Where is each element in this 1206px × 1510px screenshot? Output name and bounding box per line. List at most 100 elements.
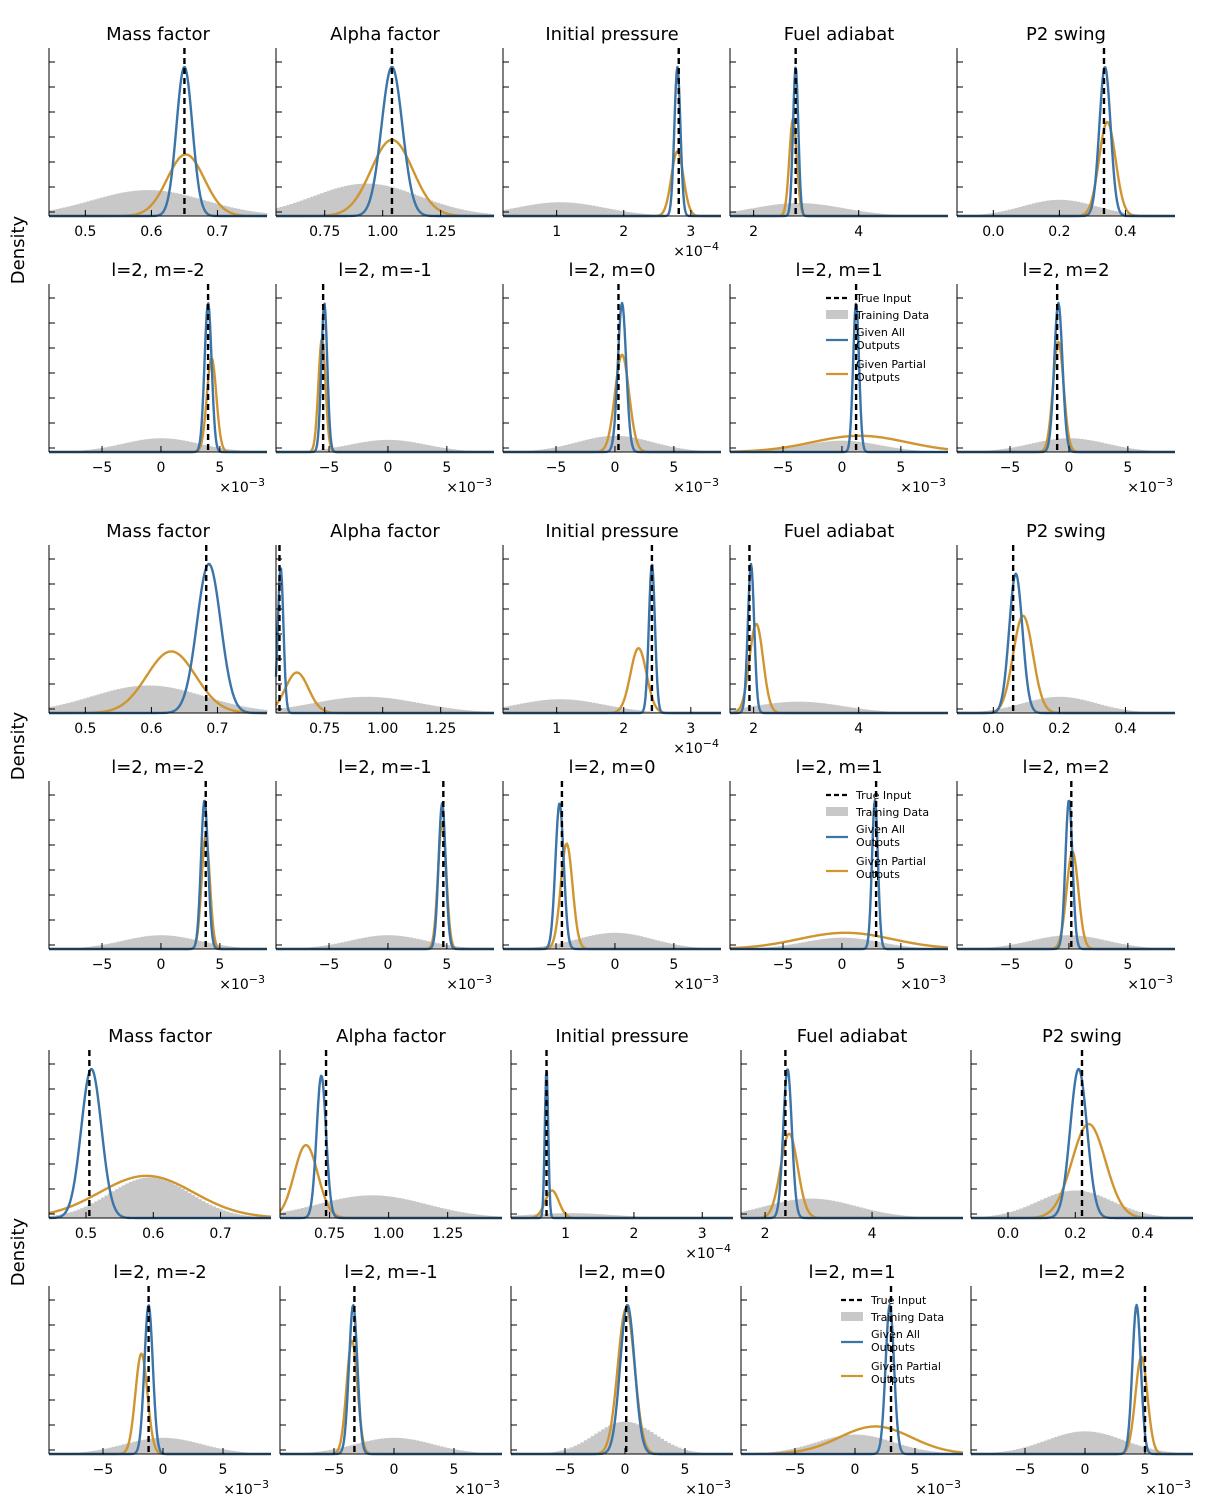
training-bar: [249, 211, 254, 216]
training-bar: [205, 1445, 209, 1454]
training-bar: [87, 1451, 91, 1454]
training-bar: [564, 202, 569, 216]
training-bar: [463, 1212, 468, 1218]
training-bar: [550, 202, 555, 216]
training-bar: [1076, 201, 1080, 216]
training-bar: [316, 946, 321, 949]
panel-1-9: l=2, m=1 −5 0 5×10−3 True Input Training Data…: [729, 260, 949, 496]
training-bar: [97, 1449, 102, 1454]
training-bar: [185, 441, 190, 452]
training-bar: [566, 1448, 571, 1454]
training-bar: [156, 1178, 161, 1218]
training-bar: [425, 941, 430, 949]
training-bar: [683, 946, 688, 949]
given-all-outputs-curve: [956, 572, 1176, 715]
given-partial-outputs-curve: [48, 1174, 272, 1218]
training-bar: [350, 940, 355, 949]
training-bar: [371, 936, 376, 949]
training-bar: [859, 939, 864, 949]
training-bar: [994, 212, 999, 216]
training-bar: [96, 694, 101, 713]
training-bar: [69, 702, 74, 713]
training-bar: [391, 935, 396, 949]
training-bar: [1001, 708, 1006, 713]
training-bar: [615, 435, 620, 452]
training-bar: [751, 1209, 756, 1218]
training-bar: [107, 1447, 112, 1454]
x-tick-label: 2: [761, 1226, 770, 1242]
training-bar: [794, 446, 799, 452]
training-bar: [303, 704, 308, 713]
training-bar: [364, 441, 369, 452]
training-bar: [188, 441, 193, 452]
training-bar: [415, 195, 420, 216]
training-bar: [1008, 706, 1012, 713]
training-bar: [296, 201, 301, 216]
training-bar: [219, 204, 224, 216]
training-bar: [590, 1213, 595, 1218]
given-all-outputs-curve: [956, 301, 1176, 454]
training-bar: [760, 704, 765, 713]
training-bar: [652, 442, 657, 452]
training-bar: [1014, 207, 1019, 216]
given-partial-outputs-curve: [279, 1339, 503, 1456]
training-bar: [202, 941, 207, 949]
training-bar: [1071, 1190, 1076, 1218]
training-bar: [436, 706, 440, 713]
training-bar: [320, 946, 325, 949]
training-bar: [1117, 708, 1121, 713]
training-bar: [818, 442, 823, 452]
training-bar: [1031, 700, 1036, 713]
training-bar: [1127, 945, 1132, 949]
training-bar: [140, 685, 145, 713]
training-bar: [104, 1448, 109, 1454]
training-bar: [1093, 441, 1098, 452]
training-bar: [208, 1204, 213, 1218]
training-bar: [1025, 444, 1029, 452]
training-bar: [333, 699, 338, 713]
training-bar: [103, 692, 108, 713]
training-bar: [89, 696, 94, 713]
x-tick-label: 0.2: [1048, 721, 1070, 737]
training-bar: [477, 1214, 482, 1218]
training-bar: [344, 185, 348, 216]
given-partial-outputs-curve: [729, 117, 949, 218]
training-bar: [594, 1213, 599, 1218]
training-bar: [803, 1198, 808, 1218]
training-bar: [801, 701, 806, 713]
x-axis-multiplier: ×10−4: [685, 1242, 731, 1262]
training-bar: [1035, 939, 1040, 949]
training-bar: [456, 1450, 461, 1454]
panel-2-1: Mass factor 0.5 0.6 0.7: [48, 521, 268, 737]
x-tick-label: −5: [319, 460, 340, 476]
training-bar: [827, 1438, 832, 1454]
given-partial-outputs-curve: [729, 434, 949, 453]
training-bar: [293, 1209, 298, 1218]
training-bar: [476, 212, 481, 216]
training-bar: [419, 703, 423, 713]
training-bar: [218, 1448, 223, 1454]
training-bar: [209, 943, 213, 949]
training-bar: [1099, 1196, 1104, 1218]
x-tick-label: −5: [546, 460, 567, 476]
x-tick-label: 0.0: [982, 224, 1004, 240]
training-bar: [202, 444, 207, 452]
training-bar: [1109, 1200, 1114, 1218]
training-bar: [774, 204, 779, 216]
x-tick-label: 2: [629, 1226, 638, 1242]
training-bar: [381, 185, 386, 216]
training-bar: [139, 1440, 144, 1454]
training-bar: [106, 943, 111, 949]
training-bar: [573, 1445, 578, 1454]
training-bar: [104, 1195, 109, 1218]
training-bar: [93, 695, 98, 713]
panel-title: l=2, m=2: [1022, 260, 1109, 281]
given-all-outputs-curve: [275, 802, 495, 951]
training-bar: [212, 1206, 216, 1218]
training-bar: [787, 701, 792, 713]
training-bar: [144, 936, 149, 949]
training-bar: [1095, 1432, 1100, 1454]
training-bar: [841, 1435, 846, 1454]
training-bar: [639, 1425, 644, 1454]
training-bar: [66, 206, 70, 216]
